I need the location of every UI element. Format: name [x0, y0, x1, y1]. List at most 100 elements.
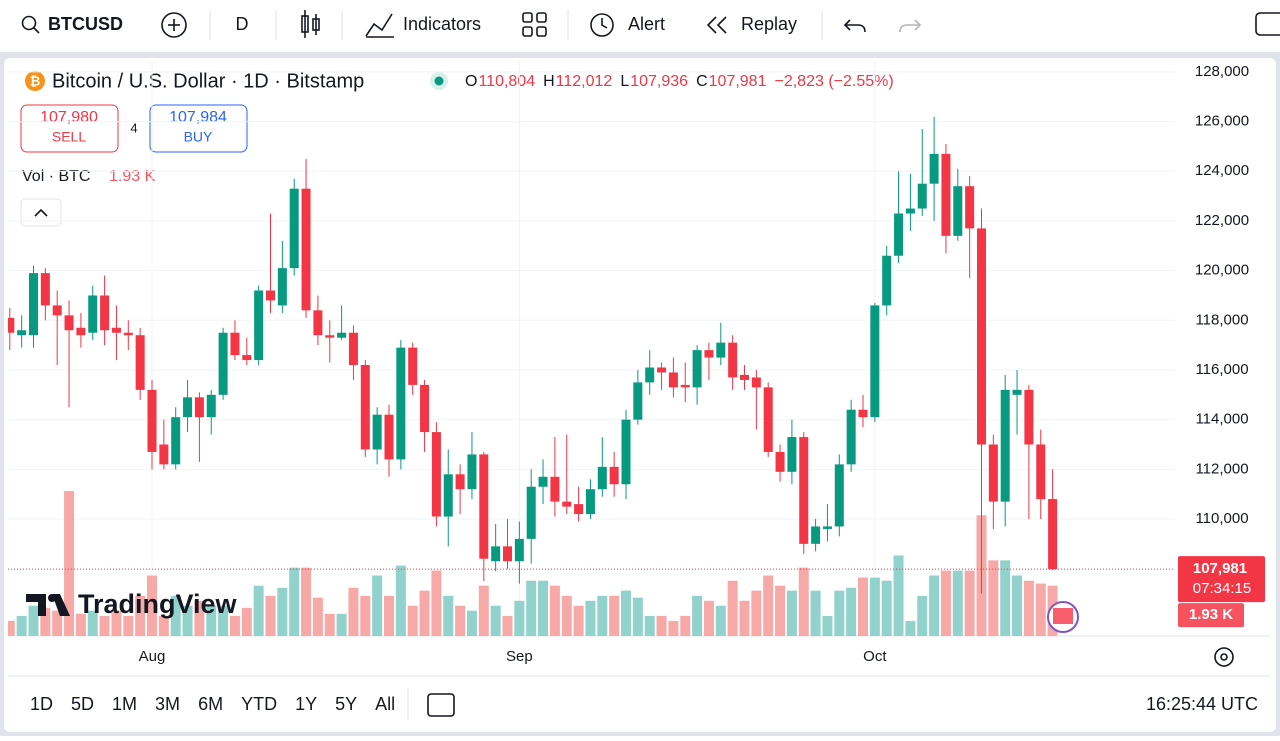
- candle-body: [123, 332, 133, 336]
- chart-type-button[interactable]: [301, 10, 320, 38]
- plot-area: [8, 60, 1175, 636]
- candle-body: [254, 290, 264, 361]
- collapse-button[interactable]: [20, 198, 62, 227]
- volume-bar: [727, 580, 738, 636]
- volume-bar: [8, 620, 15, 636]
- buy-price[interactable]: 107,984: [169, 109, 227, 126]
- volume-bar: [703, 600, 714, 636]
- range-button[interactable]: 5Y: [335, 694, 357, 714]
- candle-body: [29, 273, 38, 336]
- volume-bar: [561, 595, 572, 636]
- range-button[interactable]: 5D: [71, 694, 94, 714]
- buy-button[interactable]: [149, 104, 248, 153]
- volume-bar: [360, 595, 371, 636]
- volume-bar: [395, 565, 406, 636]
- watermark-dot: [48, 594, 56, 602]
- candle-body: [609, 466, 619, 485]
- range-button[interactable]: 6M: [198, 694, 223, 714]
- range-button[interactable]: All: [375, 694, 395, 714]
- interval[interactable]: D: [236, 14, 249, 34]
- redo-button[interactable]: [899, 19, 922, 33]
- compare-button[interactable]: [161, 12, 187, 38]
- sell-price[interactable]: 107,980: [40, 109, 98, 126]
- countdown: 07:34:15: [1193, 580, 1251, 597]
- bitcoin-icon-glyph: ₿: [30, 73, 41, 88]
- candle-body: [159, 444, 169, 465]
- volume-bar: [478, 585, 489, 636]
- candle-body: [194, 397, 204, 418]
- candle-body: [431, 432, 441, 517]
- buy-label[interactable]: BUY: [184, 129, 213, 145]
- volume-bar: [680, 615, 691, 636]
- candle-body: [360, 365, 370, 450]
- volume-bar: [502, 615, 513, 636]
- range-button[interactable]: 1D: [30, 694, 53, 714]
- sell-button[interactable]: [20, 104, 119, 153]
- range-buttons: 1D 5D 1M 3M 6M YTD 1Y 5Y All: [30, 694, 395, 714]
- volume-bar: [111, 610, 122, 636]
- candle-body: [751, 377, 761, 388]
- candle-body: [76, 327, 86, 336]
- volume-bar: [455, 605, 466, 636]
- range-button[interactable]: YTD: [241, 694, 277, 714]
- symbol[interactable]: BTCUSD: [48, 14, 123, 34]
- volume-bar: [407, 605, 418, 636]
- candle-body: [443, 474, 453, 517]
- indicators-label[interactable]: Indicators: [403, 14, 481, 34]
- indicators-button[interactable]: Indicators: [365, 13, 481, 38]
- volume-value: 1.93 K: [109, 168, 156, 185]
- candle-body: [135, 335, 145, 390]
- volume-bar: [218, 605, 229, 636]
- undo-button[interactable]: [843, 19, 866, 33]
- top-toolbar: [0, 0, 1280, 52]
- volume-bar: [443, 595, 454, 636]
- candle-body: [88, 295, 98, 333]
- volume-bar: [526, 580, 537, 636]
- candle-body: [846, 409, 856, 465]
- volume-bar: [123, 615, 134, 636]
- volume-bar: [952, 570, 963, 636]
- candle-body: [491, 546, 501, 562]
- candle-body: [183, 397, 193, 418]
- goto-date-button[interactable]: [427, 693, 455, 717]
- candle-body: [562, 501, 572, 507]
- panel-button[interactable]: [1255, 12, 1280, 36]
- range-button[interactable]: 3M: [155, 694, 180, 714]
- volume-bar: [1023, 580, 1034, 636]
- volume-bar: [893, 555, 904, 636]
- volume-bar: [301, 567, 312, 636]
- candle-body: [834, 464, 844, 527]
- volume-bar: [775, 585, 786, 636]
- candle-body: [941, 153, 951, 236]
- range-button[interactable]: 1Y: [295, 694, 317, 714]
- candle-body: [538, 476, 548, 487]
- symbol-search[interactable]: BTCUSD: [21, 14, 124, 34]
- sell-label[interactable]: SELL: [52, 129, 86, 145]
- volume-bar: [538, 580, 549, 636]
- candle-body: [514, 538, 524, 562]
- candle-body: [17, 330, 27, 336]
- settings-button[interactable]: [1214, 647, 1234, 667]
- volume-bar: [751, 590, 762, 636]
- volume-bar: [419, 590, 430, 636]
- volume-axis-label: 1.93 K: [1189, 606, 1233, 623]
- replay-button[interactable]: Replay: [706, 14, 797, 34]
- volume-bar: [917, 595, 928, 636]
- candle-body: [692, 350, 702, 388]
- volume-bar: [241, 607, 252, 636]
- candle-body: [704, 350, 714, 358]
- candle-body: [479, 454, 489, 559]
- market-status-dot: [434, 76, 444, 86]
- layouts-button[interactable]: [522, 12, 547, 37]
- volume-bar: [881, 580, 892, 636]
- alert-button[interactable]: Alert: [590, 13, 665, 37]
- spread: 4: [130, 120, 137, 135]
- candle-body: [870, 305, 880, 418]
- volume-bar: [64, 491, 75, 636]
- range-button[interactable]: 1M: [112, 694, 137, 714]
- price-change: −2,823 (−2.55%): [774, 73, 893, 90]
- volume-bar: [632, 597, 643, 636]
- alert-label[interactable]: Alert: [628, 14, 665, 34]
- chart-title: Bitcoin / U.S. Dollar · 1D · Bitstamp: [52, 70, 364, 92]
- replay-label[interactable]: Replay: [741, 14, 797, 34]
